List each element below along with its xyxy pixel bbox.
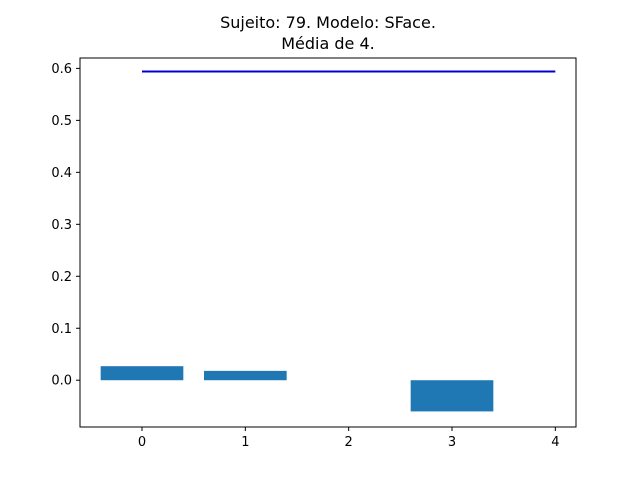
x-tick-label-2: 2	[345, 435, 353, 450]
y-tick-label-4: 0.4	[51, 166, 72, 181]
y-tick-label-1: 0.1	[51, 322, 72, 337]
plot-frame	[79, 57, 577, 428]
x-tick-label-4: 4	[551, 435, 559, 450]
chart-title-line-2: Média de 4.	[281, 34, 375, 53]
x-tick-label-0: 0	[138, 435, 146, 450]
y-tick-label-2: 0.2	[51, 270, 72, 285]
bar-1	[204, 370, 287, 381]
chart-title-line-1: Sujeito: 79. Modelo: SFace.	[220, 13, 436, 32]
x-tick-label-1: 1	[241, 435, 249, 450]
y-tick-label-3: 0.3	[51, 218, 72, 233]
y-tick-label-6: 0.6	[51, 62, 72, 77]
y-tick-label-5: 0.5	[51, 114, 72, 129]
bar-3	[410, 380, 494, 412]
bar-0	[100, 366, 184, 381]
y-tick-label-0: 0.0	[51, 374, 72, 389]
x-tick-label-3: 3	[448, 435, 456, 450]
